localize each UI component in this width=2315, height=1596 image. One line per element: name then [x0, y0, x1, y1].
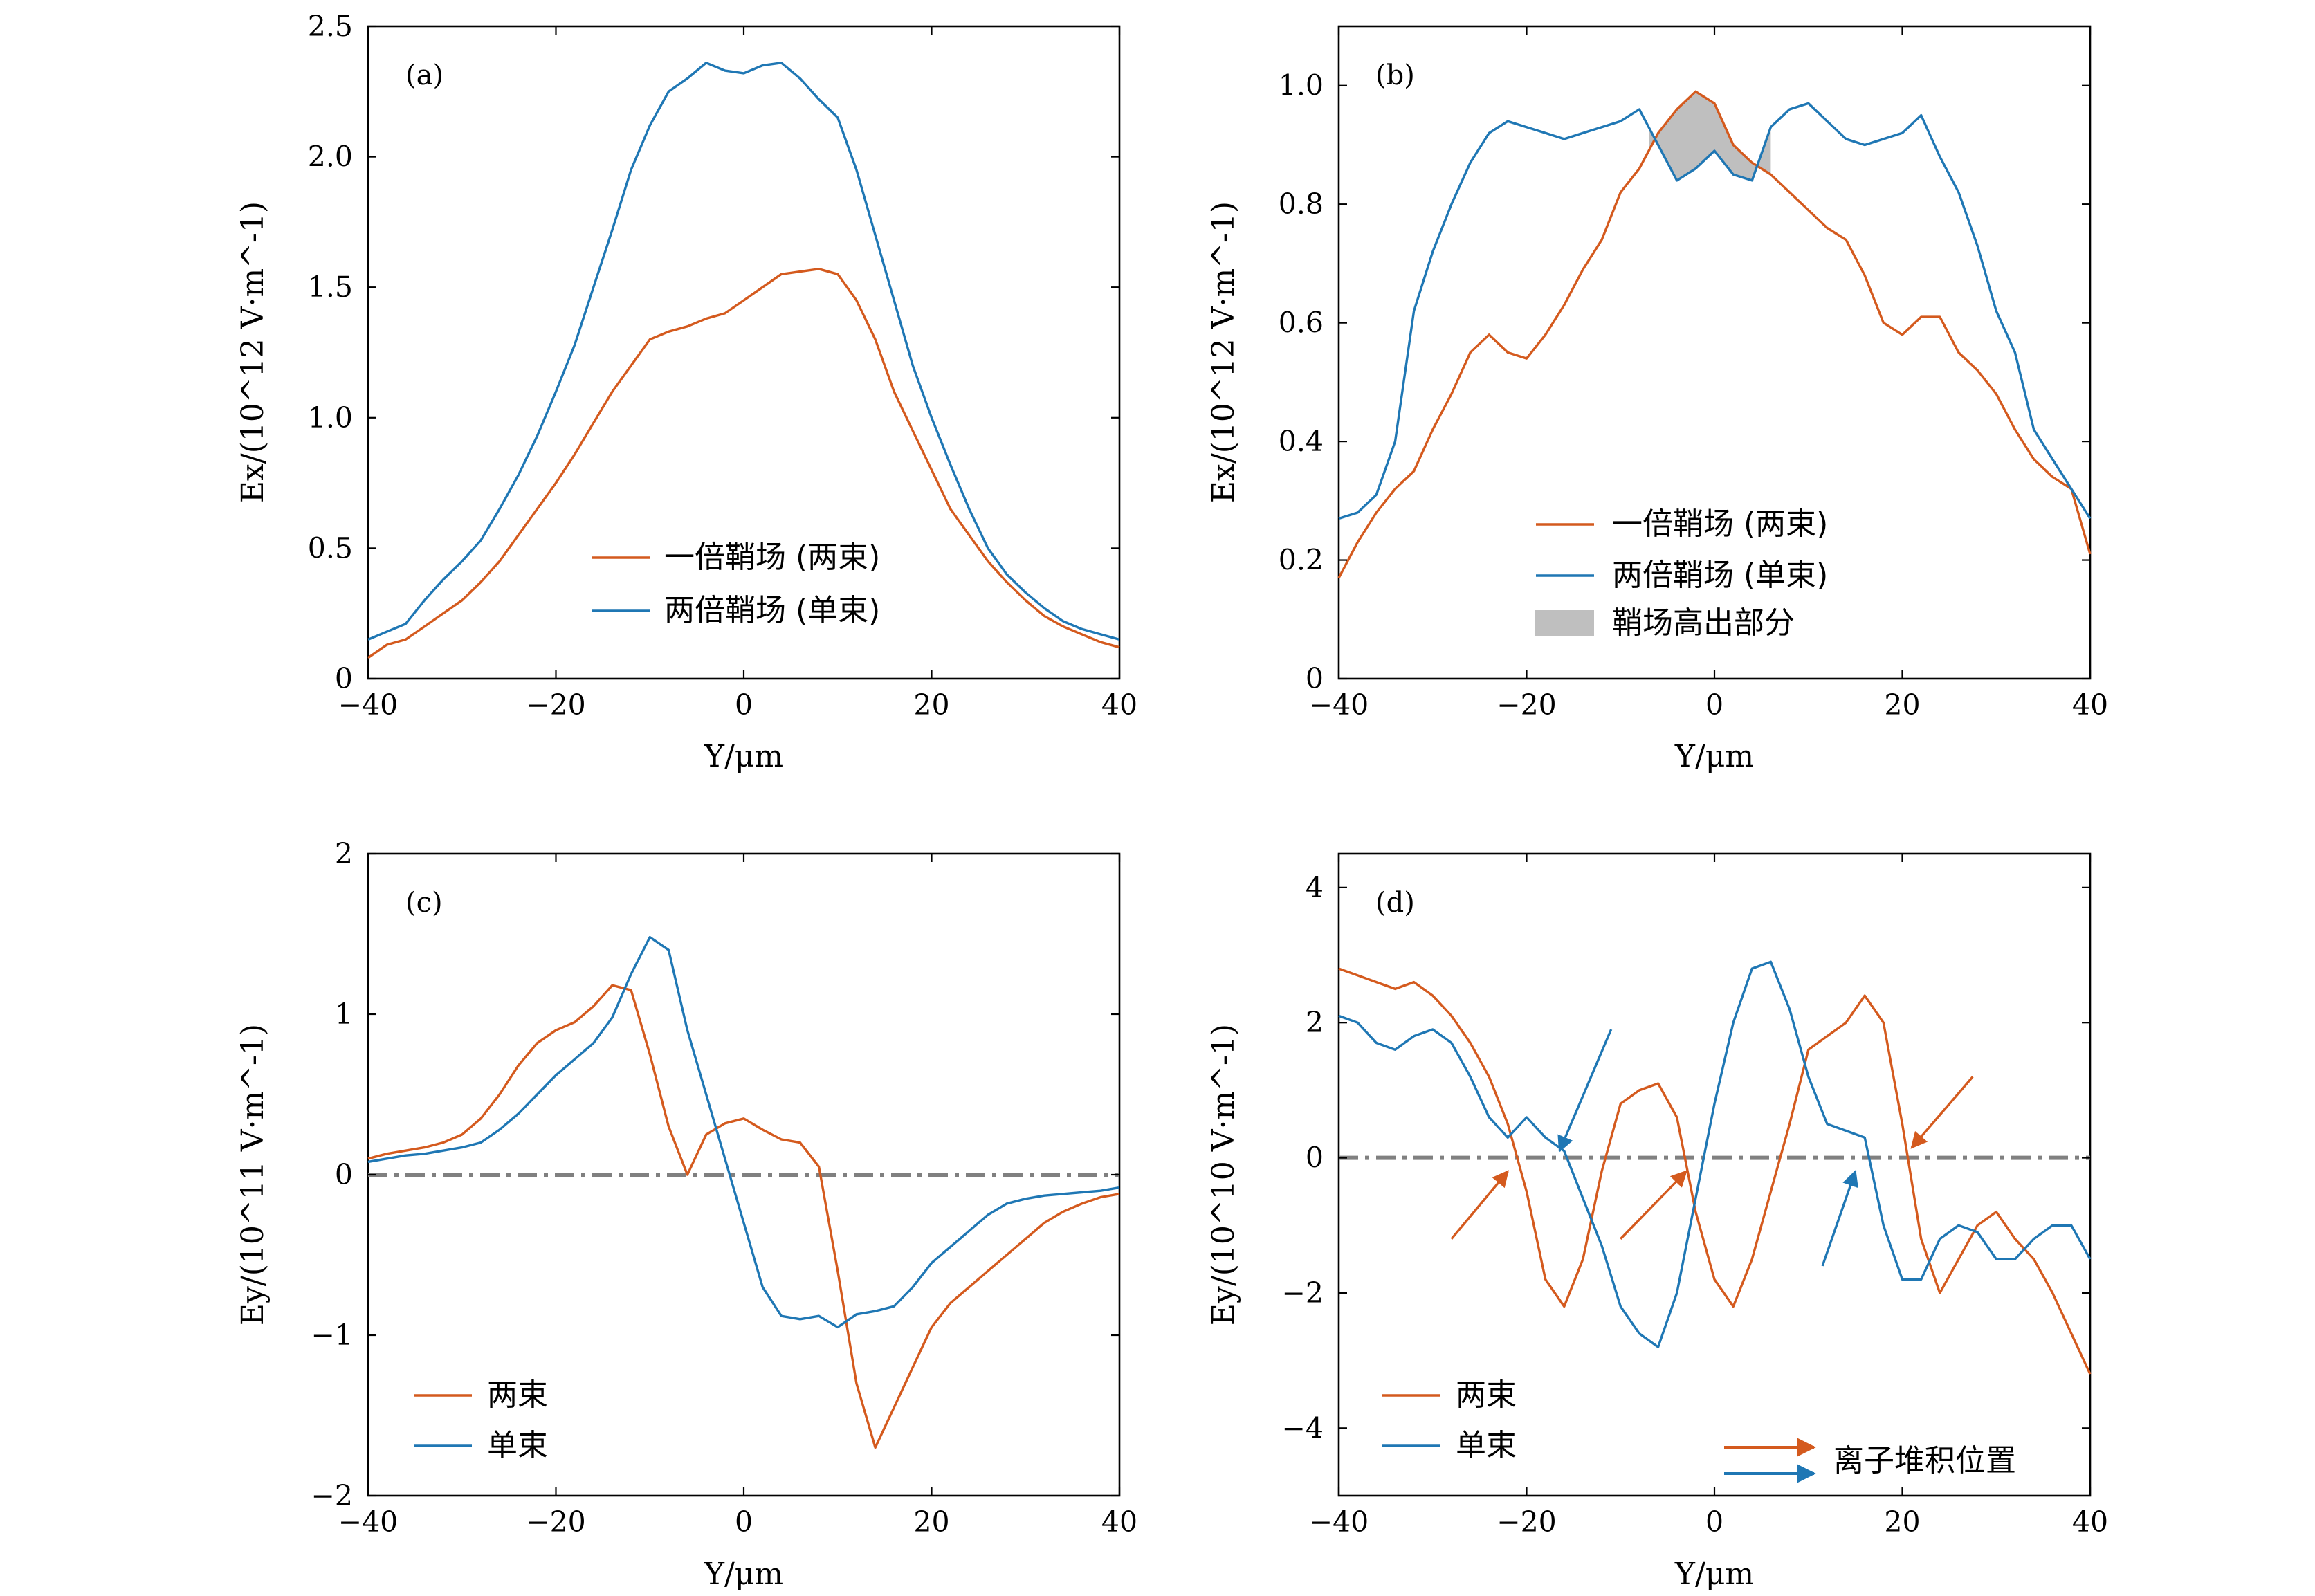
- x-tick-label-c: −40: [338, 1505, 399, 1539]
- fill-layer-b: [1649, 91, 1771, 181]
- series-line-c-blue: [367, 935, 1120, 1329]
- y-tick-label-c: 0: [335, 1158, 353, 1191]
- y-tick-label-b: 1.0: [1279, 69, 1324, 102]
- legend-label-a-blue: 两倍鞘场 (单束): [664, 593, 880, 628]
- legend-label-d-orange: 两束: [1456, 1377, 1517, 1413]
- panel-label-b: (b): [1375, 59, 1415, 91]
- y-tick-label-b: 0.6: [1279, 306, 1324, 340]
- series-line-a-orange: [367, 268, 1120, 659]
- ion-accumulation-arrow-orange: [1450, 1170, 1509, 1240]
- legend-label-b-orange: 一倍鞘场 (两束): [1612, 506, 1828, 542]
- series-line-d-blue: [1338, 960, 2092, 1348]
- legend-label-d-blue: 单束: [1456, 1428, 1517, 1463]
- series-layer-c: [367, 935, 1120, 1449]
- y-tick-label-c: −2: [311, 1479, 353, 1512]
- x-tick-label-d: 40: [2072, 1505, 2108, 1539]
- ion-accumulation-arrow-blue: [1821, 1169, 1858, 1267]
- panel-c: (c) Y/μm Ey/(10^11 V·m^-1) −40 −20 0 20 40−2…: [235, 837, 1137, 1592]
- panel-label-a: (a): [405, 59, 443, 91]
- ion-accumulation-arrow-orange: [1910, 1076, 1974, 1149]
- x-tick-label-b: 0: [1705, 688, 1723, 722]
- x-tick-label-d: 20: [1884, 1505, 1920, 1539]
- y-axis-label-c: Ey/(10^11 V·m^-1): [235, 1024, 271, 1326]
- ticks-layer-a: −40 −20 0 20 40 0 0.5 1.0 1.5 2.0 2.5: [308, 10, 1137, 722]
- y-tick-label-a: 0: [335, 662, 353, 695]
- series-line-b-orange: [1337, 90, 2092, 579]
- legend-c: 两束 单束: [414, 1377, 548, 1463]
- x-tick-label-c: 20: [913, 1505, 949, 1539]
- y-tick-label-b: 0.2: [1279, 544, 1324, 577]
- series-line-a-blue: [367, 62, 1120, 641]
- series-line-c-orange: [367, 984, 1120, 1449]
- panel-b: (b) Y/μm Ex/(10^12 V·m^-1) −40 −20 0 20 40 0 0…: [1206, 25, 2108, 774]
- panel-d: (d) Y/μm Ey/(10^10 V·m^-1) −40 −20 0 20 40−4…: [1206, 852, 2108, 1592]
- y-tick-label-a: 2.0: [308, 140, 353, 174]
- ion-accumulation-arrow-blue: [1557, 1029, 1613, 1153]
- legend-label-b-blue: 两倍鞘场 (单束): [1612, 558, 1828, 593]
- panel-label-c: (c): [405, 887, 443, 919]
- x-axis-label-a: Y/μm: [704, 739, 783, 774]
- x-tick-label-a: 40: [1101, 688, 1137, 722]
- x-axis-label-b: Y/μm: [1674, 739, 1754, 774]
- y-tick-label-d: −2: [1282, 1276, 1324, 1310]
- x-tick-label-a: 0: [735, 688, 753, 722]
- y-tick-label-b: 0.4: [1279, 425, 1324, 458]
- x-tick-label-c: −20: [526, 1505, 586, 1539]
- legend-label-c-blue: 单束: [487, 1428, 548, 1463]
- ion-accumulation-arrow-orange: [1620, 1170, 1687, 1240]
- y-tick-label-c: 2: [335, 837, 353, 870]
- y-axis-label-a: Ex/(10^12 V·m^-1): [235, 201, 271, 503]
- x-tick-label-a: 20: [913, 688, 949, 722]
- legend-label-c-orange: 两束: [487, 1377, 548, 1413]
- x-tick-label-c: 40: [1101, 1505, 1137, 1539]
- y-tick-label-b: 0: [1306, 662, 1324, 695]
- x-axis-label-c: Y/μm: [704, 1557, 783, 1592]
- excess-field-fill: [1649, 91, 1771, 181]
- x-tick-label-d: 0: [1705, 1505, 1723, 1539]
- legend-label-a-orange: 一倍鞘场 (两束): [664, 540, 880, 575]
- y-tick-label-b: 0.8: [1279, 187, 1324, 221]
- y-tick-label-d: 0: [1306, 1141, 1324, 1175]
- series-layer-a: [367, 62, 1120, 659]
- x-tick-label-b: 20: [1884, 688, 1920, 722]
- legend-a: 一倍鞘场 (两束) 两倍鞘场 (单束): [592, 540, 880, 628]
- series-layer-d: [1338, 960, 2092, 1375]
- panel-a: (a) Y/μm Ex/(10^12 V·m^-1) −40 −20 0 20 40 0 0…: [235, 10, 1137, 774]
- y-tick-label-a: 0.5: [308, 531, 353, 565]
- series-line-b-blue: [1338, 102, 2092, 520]
- x-tick-label-b: 40: [2072, 688, 2108, 722]
- plot-frame-d: [1337, 852, 2092, 1497]
- legend-b: 一倍鞘场 (两束) 两倍鞘场 (单束) 鞘场高出部分: [1535, 506, 1828, 641]
- annotation-layer-d: [1450, 1029, 1974, 1267]
- y-tick-label-d: 2: [1306, 1006, 1324, 1039]
- x-tick-label-a: −40: [338, 688, 399, 722]
- y-tick-label-a: 1.5: [308, 270, 353, 304]
- series-layer-b: [1337, 90, 2092, 579]
- legend-label-b-fill: 鞘场高出部分: [1612, 605, 1795, 641]
- x-tick-label-c: 0: [735, 1505, 753, 1539]
- ticks-layer-c: −40 −20 0 20 40 −2 −1 0 1 2: [311, 837, 1138, 1539]
- y-axis-label-d: Ey/(10^10 V·m^-1): [1206, 1024, 1241, 1326]
- x-axis-label-d: Y/μm: [1674, 1557, 1754, 1592]
- x-tick-label-a: −20: [526, 688, 586, 722]
- panel-label-d: (d): [1375, 887, 1415, 919]
- series-line-d-orange: [1338, 967, 2092, 1375]
- arrow-legend-label: 离子堆积位置: [1833, 1443, 2016, 1478]
- y-tick-label-c: 1: [335, 998, 353, 1031]
- legend-d: 两束 单束 离子堆积位置: [1382, 1377, 2016, 1483]
- x-tick-label-b: −20: [1497, 688, 1557, 722]
- x-tick-label-b: −40: [1309, 688, 1369, 722]
- x-tick-label-d: −20: [1497, 1505, 1557, 1539]
- x-tick-label-d: −40: [1309, 1505, 1369, 1539]
- legend-swatch-b-fill: [1535, 610, 1594, 636]
- y-axis-label-b: Ex/(10^12 V·m^-1): [1206, 201, 1241, 503]
- y-tick-label-a: 2.5: [308, 10, 353, 43]
- y-tick-label-d: 4: [1306, 871, 1324, 904]
- ticks-layer-b: −40 −20 0 20 40 0 0.2 0.4 0.6 0.8 1.0: [1279, 26, 2108, 722]
- y-tick-label-d: −4: [1282, 1411, 1324, 1444]
- y-tick-label-c: −1: [311, 1319, 353, 1352]
- y-tick-label-a: 1.0: [308, 401, 353, 434]
